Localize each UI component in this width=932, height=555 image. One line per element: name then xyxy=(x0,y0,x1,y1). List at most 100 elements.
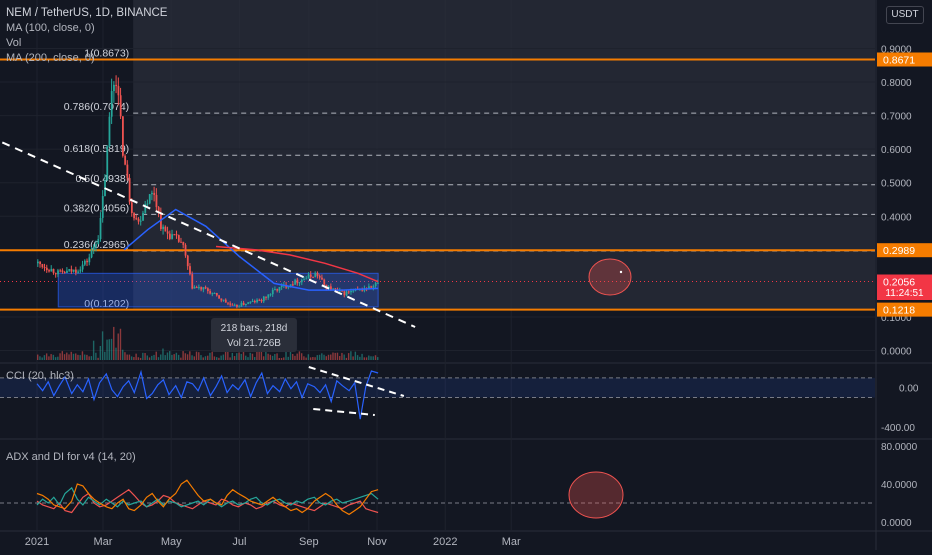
candle-body xyxy=(245,304,247,306)
volume-bar xyxy=(146,355,149,360)
fib-level-label: 1(0.8673) xyxy=(84,47,129,59)
volume-bar xyxy=(68,354,70,360)
cci-trendline-upper[interactable] xyxy=(308,366,405,397)
candle-body xyxy=(224,299,227,303)
ma200-legend[interactable]: MA (200, close, 0) xyxy=(6,52,95,64)
candle-body xyxy=(253,301,256,303)
x-tick-label: Mar xyxy=(502,536,521,548)
candle-body xyxy=(115,84,118,87)
candle-body xyxy=(193,287,196,289)
candle-body xyxy=(90,250,93,258)
candle-body xyxy=(294,279,297,285)
candle-body xyxy=(41,264,44,268)
fib-level-label: 0.786(0.7074) xyxy=(64,101,129,113)
volume-legend[interactable]: Vol xyxy=(6,37,22,49)
candle-body xyxy=(189,266,191,275)
volume-bar xyxy=(37,354,39,360)
candle-body xyxy=(139,220,142,222)
volume-bar xyxy=(57,356,59,360)
volume-bar xyxy=(184,353,187,360)
ma100-line[interactable] xyxy=(123,208,379,291)
volume-bar xyxy=(300,353,303,360)
candle-body xyxy=(72,269,75,272)
volume-bar xyxy=(233,356,236,360)
volume-bar xyxy=(338,356,341,360)
volume-bar xyxy=(260,351,263,360)
candle-body xyxy=(135,218,138,220)
volume-bar xyxy=(61,351,64,360)
volume-bar xyxy=(231,352,234,360)
x-tick-label: May xyxy=(161,536,182,548)
volume-bar xyxy=(289,351,292,360)
volume-bar xyxy=(113,326,115,360)
volume-bar xyxy=(198,352,200,360)
volume-bar xyxy=(86,354,88,360)
candle-body xyxy=(95,244,97,247)
volume-bar xyxy=(124,352,126,360)
volume-bar xyxy=(211,351,213,360)
price-tag-label: 0.1218 xyxy=(883,305,915,317)
candle-body xyxy=(209,291,212,294)
candle-body xyxy=(274,289,276,291)
measure-tooltip xyxy=(210,318,297,352)
candle-body xyxy=(54,272,57,275)
volume-bar xyxy=(365,357,368,360)
candle-body xyxy=(276,289,279,291)
candle-body xyxy=(330,286,332,291)
currency-button[interactable]: USDT xyxy=(886,6,924,24)
volume-bar xyxy=(247,357,249,360)
volume-bar xyxy=(195,351,198,360)
trendline[interactable] xyxy=(1,141,416,328)
volume-bar xyxy=(54,357,57,360)
volume-bar xyxy=(162,348,164,360)
ma200-line[interactable] xyxy=(215,245,379,283)
volume-bar xyxy=(66,352,68,360)
volume-bar xyxy=(151,355,153,360)
y-tick-label: 0.8000 xyxy=(881,78,912,89)
volume-bar xyxy=(142,352,144,360)
candle-body xyxy=(186,255,189,267)
volume-bar xyxy=(130,356,133,360)
volume-bar xyxy=(215,357,218,360)
di-plus-line[interactable] xyxy=(36,486,379,508)
candle-body xyxy=(153,192,156,195)
price-tag-label: 0.2056 xyxy=(883,277,915,289)
candle-body xyxy=(83,260,86,265)
volume-bar xyxy=(180,357,182,360)
volume-bar xyxy=(135,353,137,360)
cci-line[interactable] xyxy=(36,369,379,420)
candle-body xyxy=(305,278,308,280)
candle-body xyxy=(184,244,187,256)
adx-highlight-ellipse[interactable] xyxy=(568,471,624,519)
candle-body xyxy=(128,178,131,203)
candle-body xyxy=(204,287,207,289)
volume-bar xyxy=(193,356,195,360)
volume-bar xyxy=(97,357,99,360)
volume-bar xyxy=(227,351,229,360)
y-tick-label: 0.6000 xyxy=(881,145,912,156)
candle-body xyxy=(142,212,144,221)
adx-legend[interactable]: ADX and DI for v4 (14, 20) xyxy=(6,451,136,463)
cci-trendline-lower[interactable] xyxy=(313,408,375,416)
candle-body xyxy=(211,293,214,295)
volume-bar xyxy=(119,328,122,360)
volume-bar xyxy=(117,333,119,360)
adx-tick-label: 40.0000 xyxy=(881,480,918,491)
highlight-ellipse[interactable] xyxy=(588,258,632,296)
volume-bar xyxy=(285,345,287,360)
volume-bar xyxy=(267,353,269,360)
volume-bar xyxy=(77,354,79,360)
adx-line[interactable] xyxy=(36,479,379,516)
candle-body xyxy=(278,286,281,291)
candle-body xyxy=(48,270,50,272)
volume-bar xyxy=(249,352,251,360)
candle-body xyxy=(350,290,352,293)
ma100-legend[interactable]: MA (100, close, 0) xyxy=(6,22,95,34)
candle-body xyxy=(345,291,348,296)
volume-bar xyxy=(229,357,231,360)
candle-body xyxy=(287,286,290,288)
volume-bar xyxy=(307,354,310,360)
cci-legend[interactable]: CCI (20, hlc3) xyxy=(6,370,74,382)
fib-level-label: 0.618(0.5819) xyxy=(64,143,129,155)
